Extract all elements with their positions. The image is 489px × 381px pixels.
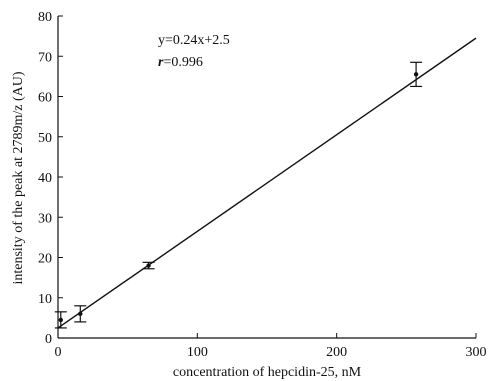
fit-line [57,37,477,329]
y-tick-label-60: 60 [38,91,52,106]
y-tick-label-10: 10 [38,292,52,307]
x-tick-label-300: 300 [466,345,487,360]
x-tick-label-100: 100 [187,345,208,360]
y-tick-label-20: 20 [38,252,52,267]
y-tick-label-80: 80 [38,10,52,25]
fit-line-group [57,37,477,329]
y-tick-label-70: 70 [38,50,52,65]
y-ticks: 0 10 20 30 40 50 60 70 80 [38,10,63,347]
data-points [54,61,423,329]
y-tick-label-50: 50 [38,131,52,146]
x-axis-title: concentration of hepcidin-25, nM [173,365,362,380]
y-axis-title: intensity of the peak at 2789m/z (AU) [11,71,26,284]
y-tick-label-40: 40 [38,171,52,186]
axes [57,16,476,339]
data-point-2 [146,263,151,268]
r-label: r=0.996 [158,55,203,70]
x-tick-label-0: 0 [55,345,62,360]
data-point-1 [78,311,83,317]
y-tick-label-30: 30 [38,211,52,226]
data-point-0 [58,317,63,323]
equation-label: y=0.24x+2.5 [158,33,230,48]
r-symbol: r [158,55,164,70]
y-tick-label-0: 0 [45,332,52,347]
x-ticks: 0 100 200 300 [55,333,487,360]
r-value: =0.996 [163,55,202,70]
x-tick-label-200: 200 [326,345,347,360]
data-point-3 [413,72,419,77]
